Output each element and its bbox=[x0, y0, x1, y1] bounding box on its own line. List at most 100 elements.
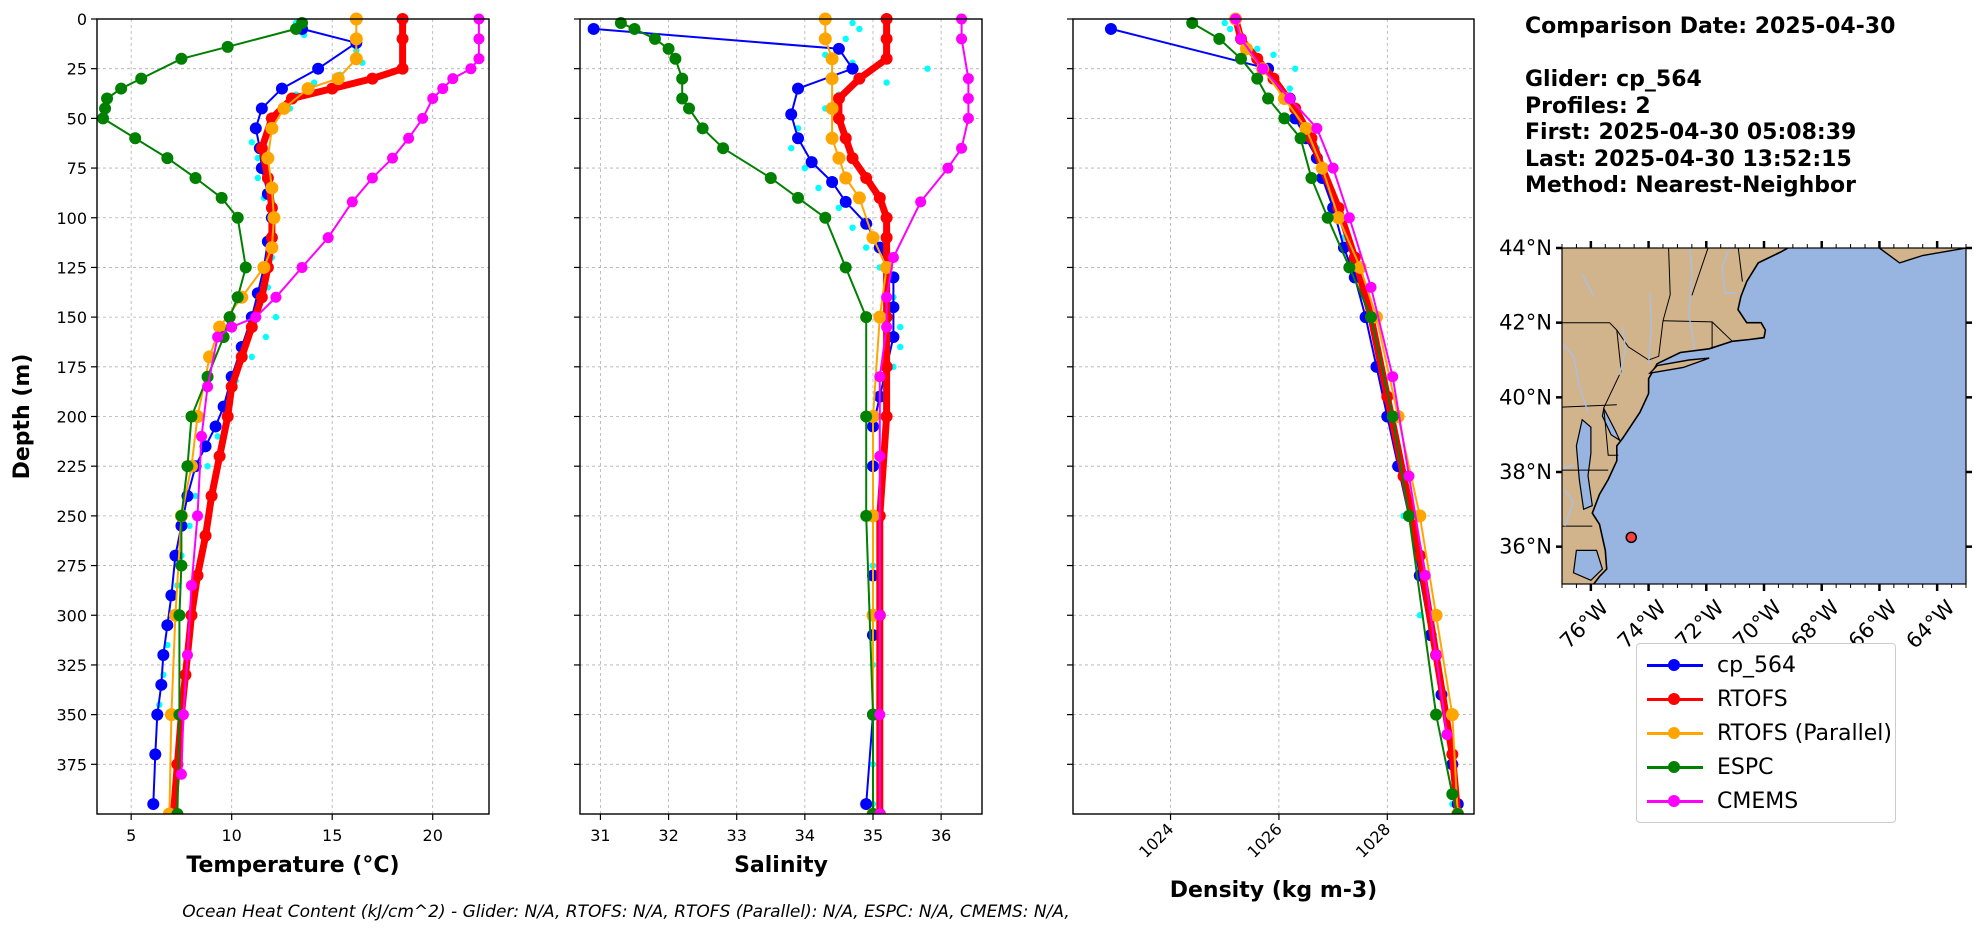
data-point-rtofs bbox=[396, 62, 409, 75]
data-point-espc bbox=[614, 16, 627, 29]
data-point-cmems bbox=[181, 649, 193, 661]
data-point-glider-obs bbox=[1291, 65, 1299, 72]
data-point-espc bbox=[676, 92, 689, 105]
data-point-espc bbox=[101, 92, 114, 105]
data-point-rtofs bbox=[225, 380, 238, 393]
data-point-cmems bbox=[874, 709, 886, 721]
data-point-cmems bbox=[1365, 281, 1377, 293]
data-point-espc bbox=[648, 32, 661, 45]
data-point-cmems bbox=[226, 321, 238, 333]
river bbox=[1647, 292, 1653, 364]
axes-frame bbox=[96, 18, 490, 815]
y-tick-label: 225 bbox=[56, 457, 87, 476]
data-point-espc bbox=[1451, 808, 1464, 814]
y-tick-label: 350 bbox=[56, 706, 87, 725]
data-point-cp-564 bbox=[887, 301, 900, 314]
data-point-espc bbox=[1305, 172, 1318, 184]
data-point-rtofs-parallel bbox=[265, 181, 279, 195]
data-point-cp-564 bbox=[255, 102, 268, 115]
y-tick-label: 250 bbox=[56, 507, 87, 526]
data-point-rtofs-parallel bbox=[866, 231, 880, 245]
legend-swatch-rtofs-parallel bbox=[1645, 723, 1705, 743]
series-group bbox=[587, 12, 974, 814]
data-point-rtofs bbox=[326, 82, 339, 95]
x-tick-label: 10 bbox=[222, 826, 242, 845]
data-point-cp-564 bbox=[161, 619, 174, 632]
data-point-cp-564 bbox=[249, 122, 262, 135]
y-tick-label: 325 bbox=[56, 656, 87, 675]
map-lon-label: 76°W bbox=[1555, 595, 1613, 653]
data-point-rtofs bbox=[860, 172, 873, 184]
data-point-glider-obs bbox=[272, 313, 280, 321]
data-point-espc bbox=[175, 559, 188, 572]
series-line-cmems bbox=[878, 19, 970, 814]
data-point-cmems bbox=[212, 331, 224, 343]
data-point-espc bbox=[628, 22, 641, 35]
data-point-rtofs-parallel bbox=[1315, 161, 1329, 175]
x-tick-label: 5 bbox=[126, 826, 136, 845]
data-point-espc bbox=[1365, 311, 1378, 324]
data-point-espc bbox=[215, 191, 228, 204]
data-point-rtofs bbox=[832, 92, 845, 105]
data-point-rtofs bbox=[1381, 390, 1394, 403]
data-point-cmems bbox=[473, 53, 485, 65]
data-point-espc bbox=[1251, 72, 1264, 85]
data-point-glider-obs bbox=[248, 353, 255, 361]
data-point-glider-obs bbox=[924, 65, 931, 72]
data-point-rtofs-parallel bbox=[818, 32, 832, 46]
data-point-rtofs-parallel bbox=[832, 151, 846, 165]
data-point-rtofs bbox=[846, 152, 859, 165]
data-point-espc bbox=[1278, 112, 1291, 125]
data-point-glider-obs bbox=[815, 184, 822, 192]
data-point-rtofs-parallel bbox=[852, 191, 866, 205]
data-point-espc bbox=[839, 261, 852, 274]
data-point-glider-obs bbox=[1286, 85, 1293, 92]
data-point-espc bbox=[99, 102, 112, 115]
data-point-espc bbox=[792, 191, 805, 204]
data-point-cmems bbox=[874, 808, 886, 814]
data-point-espc bbox=[231, 211, 244, 224]
data-point-cmems bbox=[447, 73, 459, 85]
data-point-espc bbox=[175, 509, 188, 522]
river bbox=[1581, 273, 1595, 297]
data-point-rtofs-parallel bbox=[825, 52, 839, 66]
data-point-glider-obs bbox=[1254, 45, 1261, 53]
data-point-glider-obs bbox=[849, 19, 856, 27]
data-point-rtofs bbox=[873, 191, 886, 204]
data-point-glider-obs bbox=[788, 144, 795, 152]
data-point-cp-564 bbox=[887, 331, 900, 343]
data-point-glider-obs bbox=[248, 139, 255, 146]
data-point-rtofs-parallel bbox=[873, 310, 887, 324]
ohc-footer: Ocean Heat Content (kJ/cm^2) - Glider: N… bbox=[182, 902, 1070, 922]
last-time: Last: 2025-04-30 13:52:15 bbox=[1525, 146, 1852, 172]
data-point-cp-564 bbox=[846, 62, 859, 75]
pamlico-sound bbox=[1572, 549, 1604, 582]
data-point-cmems bbox=[887, 252, 899, 263]
data-point-glider-obs bbox=[214, 433, 221, 440]
data-point-glider-obs bbox=[849, 224, 856, 231]
data-point-cp-564 bbox=[165, 589, 178, 602]
data-point-espc bbox=[1213, 32, 1226, 45]
data-point-espc bbox=[669, 52, 682, 65]
data-point-cmems bbox=[177, 709, 189, 721]
data-point-cmems bbox=[346, 196, 358, 208]
data-point-glider-obs bbox=[1270, 51, 1277, 58]
data-point-rtofs-parallel bbox=[349, 52, 363, 66]
data-point-cmems bbox=[270, 291, 282, 303]
data-point-cmems bbox=[1327, 162, 1339, 174]
data-point-espc bbox=[717, 142, 730, 155]
data-point-rtofs bbox=[255, 291, 268, 304]
data-point-cmems bbox=[956, 142, 968, 154]
data-point-rtofs-parallel bbox=[1429, 608, 1443, 622]
legend-label: RTOFS (Parallel) bbox=[1717, 720, 1892, 746]
data-point-rtofs-parallel bbox=[825, 101, 839, 115]
data-point-cmems bbox=[874, 371, 886, 383]
data-point-cmems bbox=[403, 132, 415, 144]
data-point-rtofs-parallel bbox=[261, 151, 275, 165]
data-point-cmems bbox=[881, 321, 893, 333]
data-point-espc bbox=[161, 152, 174, 165]
data-point-cmems bbox=[962, 93, 974, 104]
y-tick-label: 100 bbox=[56, 209, 87, 228]
data-point-cp-564 bbox=[147, 798, 160, 811]
data-point-rtofs bbox=[255, 142, 268, 155]
